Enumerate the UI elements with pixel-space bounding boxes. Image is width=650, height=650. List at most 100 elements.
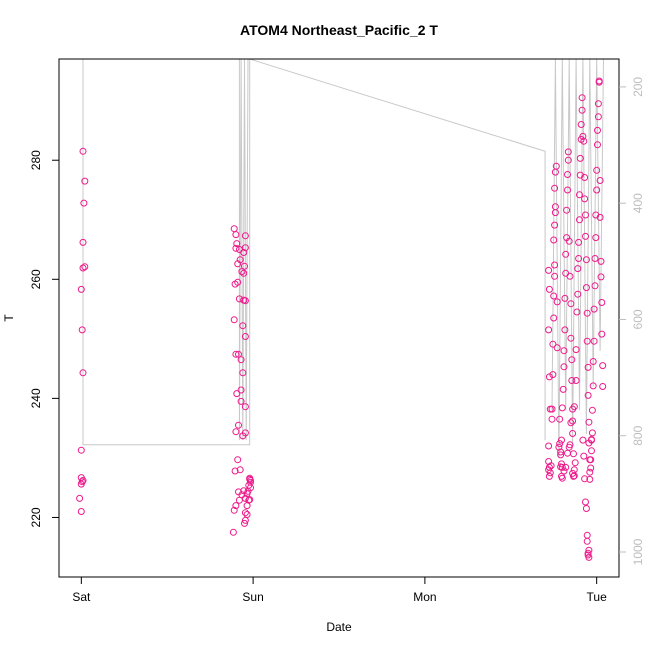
- data-point: [569, 417, 577, 425]
- data-point: [545, 442, 553, 450]
- data-point: [562, 269, 570, 277]
- data-point: [550, 236, 558, 244]
- data-point: [560, 347, 568, 355]
- data-point: [237, 356, 245, 364]
- data-point: [548, 405, 556, 413]
- y-tick-label: 240: [29, 388, 43, 408]
- data-point: [564, 171, 571, 178]
- data-point: [570, 466, 578, 474]
- data-point: [81, 177, 89, 185]
- data-point: [555, 443, 563, 451]
- data-point: [560, 363, 568, 371]
- data-point: [552, 162, 560, 170]
- data-point: [588, 436, 595, 444]
- data-point: [599, 362, 607, 370]
- data-point: [589, 358, 597, 365]
- data-point: [548, 415, 556, 423]
- data-point: [545, 326, 553, 334]
- data-point: [582, 211, 589, 219]
- data-point: [572, 346, 580, 354]
- data-point: [587, 456, 595, 464]
- data-point: [551, 184, 559, 192]
- data-point: [586, 468, 594, 476]
- data-point: [582, 256, 590, 264]
- x-tick-label: Sun: [242, 590, 263, 604]
- data-point: [564, 148, 572, 156]
- data-point: [595, 78, 603, 86]
- data-point: [551, 209, 559, 217]
- data-point: [239, 322, 247, 330]
- data-point: [240, 249, 248, 256]
- data-point: [241, 509, 249, 517]
- data-point: [581, 174, 589, 181]
- y-axis-label: T: [2, 314, 16, 322]
- data-point: [243, 502, 251, 510]
- data-point: [573, 308, 581, 316]
- data-point: [592, 234, 600, 242]
- data-point: [587, 464, 595, 472]
- data-point: [236, 466, 244, 474]
- data-point: [582, 232, 589, 240]
- data-point: [547, 462, 555, 470]
- data-point: [558, 460, 565, 468]
- data-point: [551, 272, 559, 280]
- data-point: [241, 244, 249, 252]
- data-point: [77, 480, 85, 488]
- data-point: [550, 292, 558, 300]
- y-tick-label: 220: [29, 507, 43, 527]
- data-point: [81, 263, 89, 271]
- data-point: [585, 553, 593, 561]
- x-tick-label: Mon: [413, 590, 436, 604]
- data-point: [234, 456, 242, 464]
- data-point: [588, 429, 596, 437]
- data-point: [233, 390, 241, 398]
- data-point: [568, 356, 576, 364]
- data-point: [576, 191, 583, 199]
- data-point: [569, 430, 577, 437]
- data-point: [545, 266, 553, 274]
- data-point: [557, 463, 565, 471]
- data-point: [596, 213, 604, 221]
- data-point: [553, 298, 561, 306]
- data-point: [235, 350, 242, 358]
- data-point: [586, 475, 594, 483]
- data-point: [240, 269, 248, 277]
- data-point: [545, 472, 553, 480]
- data-point: [558, 436, 565, 444]
- data-point: [580, 452, 588, 460]
- data-point: [79, 264, 87, 272]
- data-point: [598, 299, 606, 306]
- data-point: [556, 415, 564, 423]
- data-point: [576, 154, 584, 162]
- data-point: [564, 156, 572, 164]
- data-point: [589, 382, 597, 390]
- data-point: [238, 268, 246, 276]
- data-point: [79, 238, 87, 246]
- data-point: [576, 216, 583, 224]
- data-point: [247, 477, 254, 484]
- data-point: [585, 546, 593, 554]
- data-point: [598, 330, 606, 338]
- data-point: [549, 340, 557, 348]
- data-point: [567, 300, 575, 308]
- data-point: [241, 403, 249, 411]
- y2-tick-label: 200: [631, 77, 645, 97]
- data-point: [553, 344, 561, 352]
- data-point: [566, 441, 574, 449]
- data-point: [232, 502, 240, 510]
- data-point: [79, 369, 87, 377]
- data-point: [551, 261, 559, 269]
- data-point: [570, 450, 577, 458]
- data-point: [77, 285, 85, 293]
- data-point: [564, 449, 571, 457]
- data-point: [566, 272, 574, 280]
- data-point: [593, 166, 601, 174]
- data-point: [574, 265, 582, 273]
- data-point: [545, 373, 553, 381]
- data-point: [237, 386, 245, 394]
- data-point: [570, 403, 578, 411]
- data-point: [588, 447, 595, 455]
- data-point: [559, 385, 567, 393]
- data-point: [594, 100, 602, 108]
